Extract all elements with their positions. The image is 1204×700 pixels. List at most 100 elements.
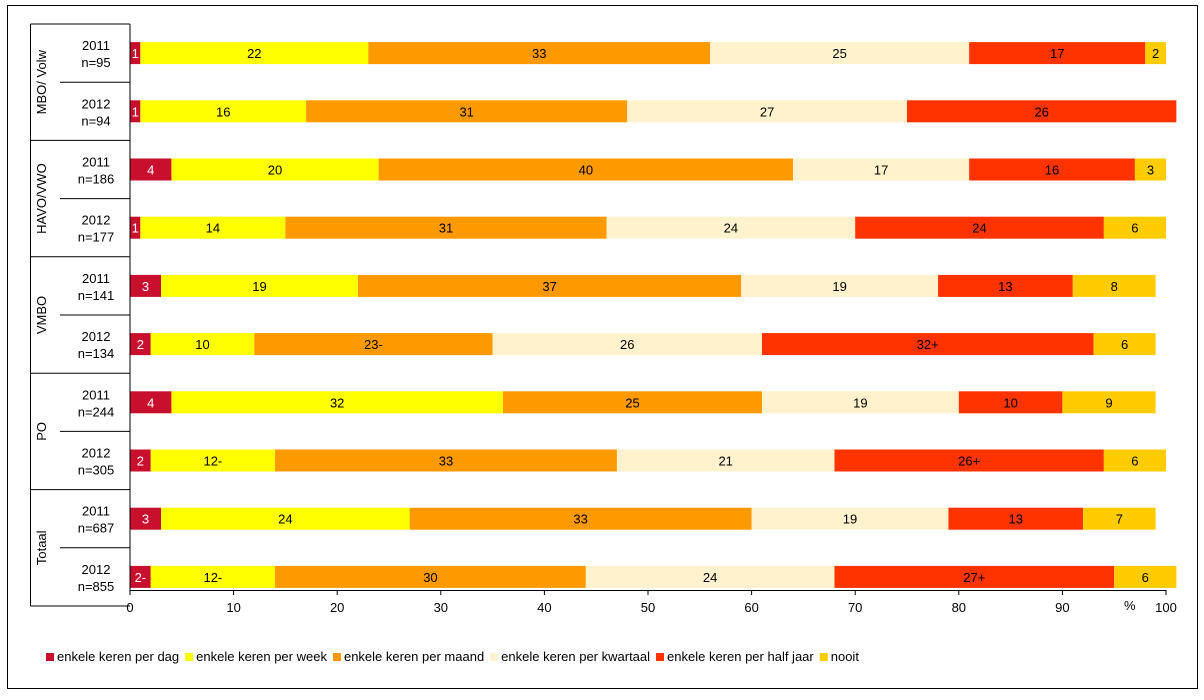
row-year-label: 2011 (82, 271, 110, 286)
row-year-label: 2011 (82, 504, 110, 519)
legend-swatch (185, 653, 194, 661)
row-year-label: 2012 (82, 562, 111, 577)
data-label: 10 (195, 337, 209, 352)
bar-segment (171, 391, 503, 414)
x-tick-label: 50 (641, 600, 655, 615)
bar-segment (130, 507, 162, 530)
legend-swatch (819, 653, 828, 661)
group-label: MBO/ Volw (34, 49, 49, 114)
bar-segment (378, 158, 794, 181)
bar-segment (140, 42, 369, 65)
data-label: 33 (573, 512, 587, 527)
data-label: 3 (142, 279, 149, 294)
data-label: 26 (620, 337, 634, 352)
row-n-label: n=855 (78, 579, 115, 594)
bar-segment (761, 391, 959, 414)
x-tick-label: 60 (744, 600, 758, 615)
data-label: 6 (1142, 570, 1149, 585)
row-n-label: n=95 (81, 55, 110, 70)
x-unit-label: % (1124, 598, 1136, 613)
bar-segment (285, 216, 607, 239)
data-label: 26 (1034, 104, 1048, 119)
bar-segment (1103, 216, 1166, 239)
x-tick-label: 100 (1155, 600, 1177, 615)
data-label: 2 (137, 454, 144, 469)
data-label: 33 (532, 46, 546, 61)
row-n-label: n=94 (81, 113, 110, 128)
row-n-label: n=305 (78, 463, 115, 478)
bar-segment (1134, 158, 1166, 181)
data-label: 2 (137, 337, 144, 352)
data-label: 31 (439, 221, 453, 236)
data-label: 33 (439, 454, 453, 469)
x-tick-label: 80 (952, 600, 966, 615)
bar-segment (627, 100, 907, 123)
legend-swatch (332, 653, 341, 661)
legend-swatch (656, 653, 665, 661)
bar-segment (938, 274, 1073, 297)
data-label: 24 (724, 221, 738, 236)
x-tick-label: 90 (1055, 600, 1069, 615)
data-label: 25 (832, 46, 846, 61)
bar-segment (130, 565, 151, 588)
bar-segment (161, 507, 410, 530)
bar-segment (150, 449, 276, 472)
bar-segment (171, 158, 379, 181)
row-year-label: 2012 (82, 329, 111, 344)
data-label: 19 (853, 395, 867, 410)
bar-segment (834, 449, 1104, 472)
x-tick-label: 20 (330, 600, 344, 615)
bar-segment (409, 507, 752, 530)
data-label: 13 (1009, 512, 1023, 527)
bar-segment (130, 100, 141, 123)
data-label: 12- (203, 570, 222, 585)
data-label: 6 (1131, 454, 1138, 469)
bar-segment (130, 449, 151, 472)
group-label: Totaal (34, 530, 49, 565)
x-tick-label: 30 (434, 600, 448, 615)
data-label: 24 (278, 512, 292, 527)
group-label: VMBO (34, 296, 49, 334)
bar-segment (368, 42, 711, 65)
x-tick-label: 0 (126, 600, 133, 615)
row-year-label: 2011 (82, 155, 110, 170)
bar-segment (606, 216, 856, 239)
bar-segment (1103, 449, 1166, 472)
data-label: 13 (998, 279, 1012, 294)
data-label: 1 (132, 104, 139, 119)
data-label: 22 (247, 46, 261, 61)
data-label: 6 (1121, 337, 1128, 352)
bar-segment (130, 216, 141, 239)
row-year-label: 2012 (82, 446, 111, 461)
data-label: 30 (423, 570, 437, 585)
data-label: 6 (1131, 221, 1138, 236)
data-label: 27+ (963, 570, 985, 585)
bar-segment (306, 100, 628, 123)
bar-segment (751, 507, 949, 530)
bar-segment (140, 100, 307, 123)
data-label: 9 (1105, 395, 1112, 410)
bar-segment (834, 565, 1115, 588)
legend-label: enkele keren per week (196, 649, 327, 664)
data-label: 32+ (917, 337, 939, 352)
bar-segment (585, 565, 835, 588)
data-label: 24 (972, 221, 986, 236)
bar-segment (130, 274, 162, 297)
bar-segment (948, 507, 1084, 530)
bar-segment (275, 449, 617, 472)
data-label: 20 (268, 163, 282, 178)
bar-segment (130, 42, 141, 65)
bar-segment (140, 216, 286, 239)
data-label: 19 (843, 512, 857, 527)
group-label: HAVO/VWO (34, 163, 49, 234)
legend-label: enkele keren per dag (57, 649, 179, 664)
bar-segment (1145, 42, 1166, 65)
data-label: 3 (1147, 163, 1154, 178)
legend-label: enkele keren per half jaar (667, 649, 814, 664)
data-label: 32 (330, 395, 344, 410)
data-label: 2- (135, 570, 147, 585)
data-label: 1 (132, 46, 139, 61)
bar-segment (1072, 274, 1156, 297)
